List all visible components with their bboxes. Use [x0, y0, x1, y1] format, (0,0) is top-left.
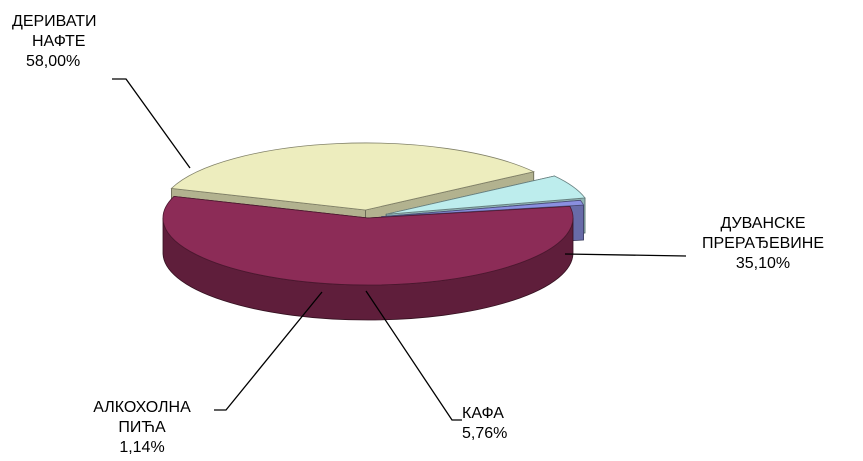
label-kafa-value: 5,76%	[462, 425, 508, 442]
label-duvan-line-1: ДУВАНСКЕ	[720, 215, 806, 232]
slice-kafa-top	[386, 175, 586, 215]
pie-slices	[162, 142, 586, 321]
leader-lines	[112, 78, 687, 421]
label-alkohol: АЛКОХОЛНА ПИЋА 1,14%	[62, 398, 222, 458]
leader-alkohol	[214, 291, 323, 411]
slice-duvan-top	[170, 142, 535, 211]
label-nafta-line-2: НАФТЕ	[32, 33, 86, 50]
label-kafa: КАФА 5,76%	[462, 404, 507, 444]
label-nafta: ДЕРИВАТИ НАФТЕ 58,00%	[12, 12, 97, 72]
label-duvan: ДУВАНСКЕ ПРЕРАЂЕВИНЕ 35,10%	[678, 214, 848, 274]
label-duvan-value: 35,10%	[735, 255, 791, 272]
leader-nafta	[112, 78, 191, 169]
label-duvan-line-2: ПРЕРАЂЕВИНЕ	[701, 235, 825, 252]
label-alkohol-value: 1,14%	[119, 439, 165, 456]
label-kafa-line-1: КАФА	[462, 405, 504, 422]
slice-alkohol-top	[381, 199, 585, 218]
label-nafta-value: 58,00%	[26, 53, 81, 70]
label-alkohol-line-1: АЛКОХОЛНА	[93, 399, 191, 416]
leader-duvan	[564, 253, 687, 257]
label-alkohol-line-2: ПИЋА	[118, 419, 166, 436]
leader-kafa	[365, 290, 462, 421]
slice-nafta-top	[162, 195, 574, 286]
label-nafta-line-1: ДЕРИВАТИ	[12, 13, 97, 30]
